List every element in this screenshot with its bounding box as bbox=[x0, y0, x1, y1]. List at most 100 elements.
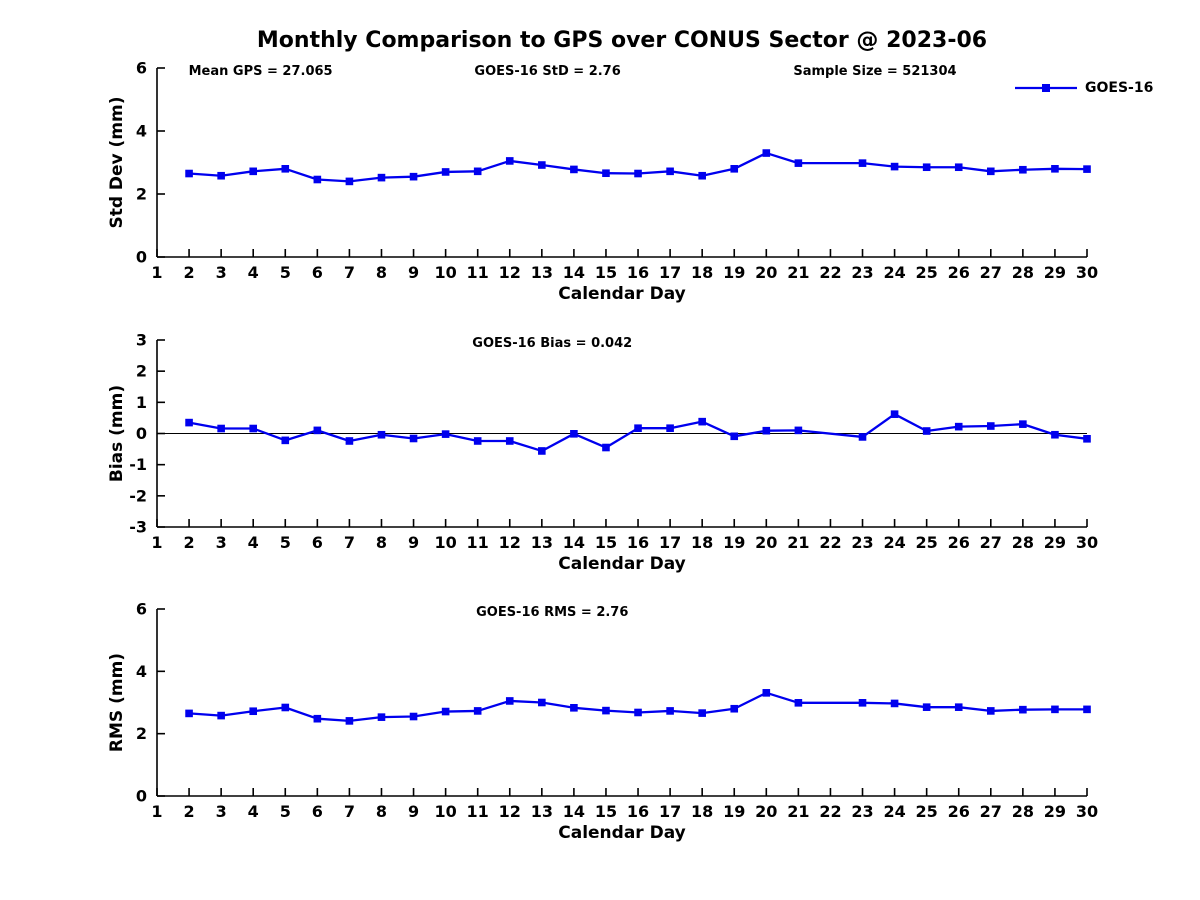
x-tick-label: 9 bbox=[408, 802, 419, 821]
stat-annotation: GOES-16 StD = 2.76 bbox=[474, 64, 620, 79]
x-axis-label: Calendar Day bbox=[558, 823, 686, 843]
x-tick-label: 9 bbox=[408, 533, 419, 552]
data-line bbox=[188, 151, 1088, 183]
data-marker bbox=[185, 169, 193, 178]
data-marker bbox=[1083, 705, 1091, 714]
legend-label: GOES-16 bbox=[1085, 80, 1154, 96]
data-marker bbox=[730, 432, 739, 441]
data-marker bbox=[730, 704, 739, 713]
x-tick-label: 25 bbox=[916, 802, 938, 821]
x-tick-label: 27 bbox=[980, 533, 1002, 552]
data-marker bbox=[538, 698, 546, 707]
data-marker bbox=[1051, 430, 1059, 439]
x-tick-label: 18 bbox=[691, 802, 713, 821]
data-marker bbox=[473, 167, 482, 176]
data-marker bbox=[217, 171, 225, 180]
x-tick-label: 18 bbox=[691, 533, 713, 552]
x-tick-label: 19 bbox=[723, 263, 745, 282]
x-tick-label: 9 bbox=[408, 263, 419, 282]
x-tick-label: 3 bbox=[216, 533, 227, 552]
data-marker bbox=[1019, 420, 1027, 428]
x-tick-label: 2 bbox=[183, 802, 194, 821]
y-tick-label: 2 bbox=[136, 362, 147, 381]
x-tick-label: 6 bbox=[312, 263, 323, 282]
y-tick-label: 4 bbox=[136, 122, 147, 141]
x-tick-label: 2 bbox=[183, 533, 194, 552]
data-marker bbox=[890, 162, 899, 171]
data-marker bbox=[602, 169, 610, 178]
x-tick-label: 13 bbox=[531, 802, 553, 821]
data-marker bbox=[794, 699, 803, 707]
x-tick-label: 28 bbox=[1012, 802, 1034, 821]
data-marker bbox=[570, 703, 578, 712]
x-tick-label: 7 bbox=[344, 802, 355, 821]
data-marker bbox=[281, 703, 290, 712]
data-marker bbox=[602, 443, 610, 452]
data-marker bbox=[954, 163, 963, 172]
data-marker bbox=[922, 703, 931, 711]
y-tick-label: -2 bbox=[129, 486, 147, 505]
data-marker bbox=[730, 165, 739, 173]
x-tick-label: 12 bbox=[499, 263, 521, 282]
data-marker bbox=[249, 167, 258, 176]
data-marker bbox=[890, 699, 899, 708]
x-tick-label: 26 bbox=[948, 533, 970, 552]
y-tick-label: 0 bbox=[136, 248, 147, 267]
x-axis-label: Calendar Day bbox=[558, 554, 686, 574]
data-marker bbox=[1083, 165, 1091, 173]
stat-annotation: Mean GPS = 27.065 bbox=[189, 64, 333, 79]
data-marker bbox=[922, 427, 931, 435]
data-marker bbox=[634, 424, 642, 433]
x-tick-label: 23 bbox=[851, 802, 873, 821]
x-tick-label: 24 bbox=[883, 802, 905, 821]
x-tick-label: 29 bbox=[1044, 533, 1066, 552]
x-tick-label: 11 bbox=[467, 263, 489, 282]
data-marker bbox=[794, 159, 803, 167]
data-marker bbox=[666, 167, 674, 176]
x-tick-label: 3 bbox=[216, 263, 227, 282]
data-marker bbox=[441, 707, 450, 716]
x-tick-label: 13 bbox=[531, 263, 553, 282]
data-marker bbox=[954, 703, 963, 711]
x-tick-label: 17 bbox=[659, 533, 681, 552]
x-tick-label: 12 bbox=[499, 533, 521, 552]
x-tick-label: 27 bbox=[980, 263, 1002, 282]
data-marker bbox=[345, 177, 354, 186]
data-marker bbox=[538, 161, 546, 169]
x-tick-label: 19 bbox=[723, 533, 745, 552]
y-tick-label: 3 bbox=[136, 331, 147, 350]
x-tick-label: 21 bbox=[787, 263, 809, 282]
x-tick-label: 7 bbox=[344, 263, 355, 282]
legend-line-icon bbox=[1015, 84, 1077, 92]
data-marker bbox=[666, 424, 674, 433]
x-tick-label: 17 bbox=[659, 263, 681, 282]
chart-title: Monthly Comparison to GPS over CONUS Sec… bbox=[256, 28, 988, 53]
x-tick-label: 30 bbox=[1076, 263, 1098, 282]
x-tick-label: 26 bbox=[948, 263, 970, 282]
y-tick-label: 1 bbox=[136, 393, 147, 412]
data-marker bbox=[345, 717, 354, 725]
x-tick-label: 12 bbox=[499, 802, 521, 821]
x-tick-label: 8 bbox=[376, 802, 387, 821]
y-tick-label: -3 bbox=[129, 518, 147, 537]
x-tick-label: 4 bbox=[248, 263, 259, 282]
x-tick-label: 16 bbox=[627, 533, 649, 552]
x-tick-label: 21 bbox=[787, 802, 809, 821]
data-marker bbox=[762, 689, 771, 697]
data-marker bbox=[377, 173, 386, 182]
stat-annotation: Sample Size = 521304 bbox=[793, 64, 956, 79]
data-marker bbox=[858, 433, 867, 441]
x-tick-label: 10 bbox=[434, 263, 456, 282]
data-marker bbox=[858, 159, 867, 167]
data-marker bbox=[409, 434, 418, 443]
stat-annotation: GOES-16 RMS = 2.76 bbox=[476, 605, 628, 620]
x-tick-label: 5 bbox=[280, 533, 291, 552]
x-tick-label: 18 bbox=[691, 263, 713, 282]
data-marker bbox=[666, 707, 674, 715]
x-tick-label: 5 bbox=[280, 802, 291, 821]
data-marker bbox=[409, 712, 418, 721]
x-tick-label: 22 bbox=[819, 263, 841, 282]
x-tick-label: 23 bbox=[851, 533, 873, 552]
y-tick-label: 0 bbox=[136, 787, 147, 806]
